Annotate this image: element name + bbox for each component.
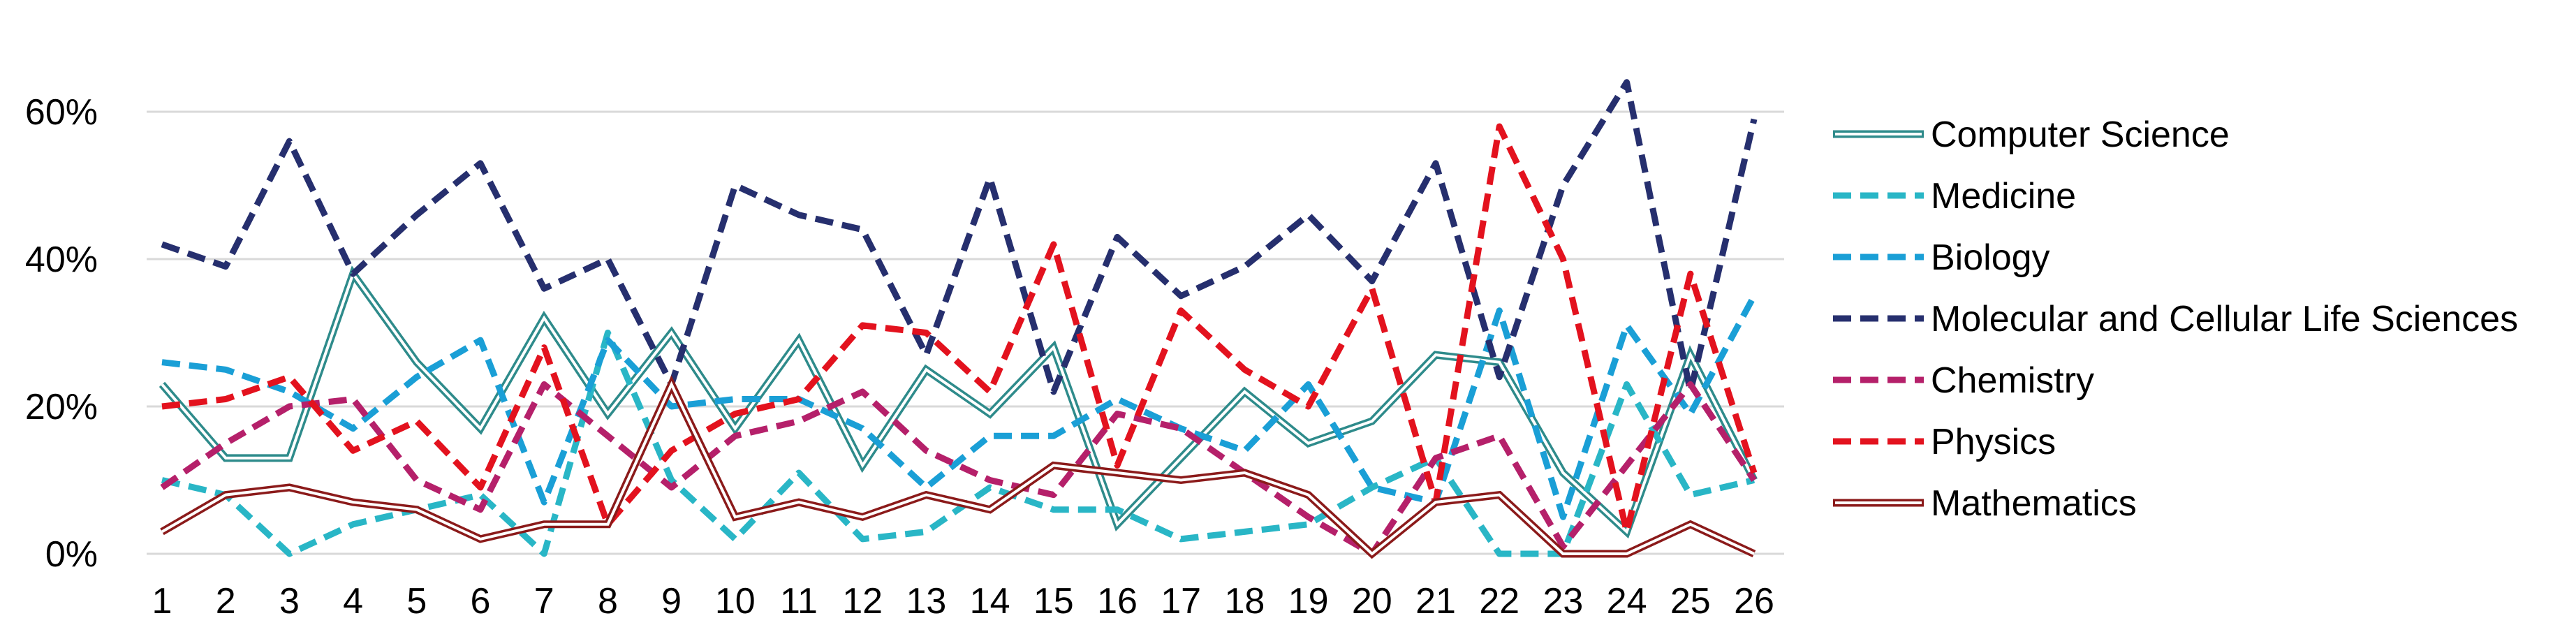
legend-label: Biology: [1931, 237, 2050, 278]
x-tick-label: 23: [1543, 581, 1583, 622]
x-tick-label: 26: [1734, 581, 1774, 622]
series-line-path: [161, 330, 1756, 557]
x-tick-label: 10: [715, 581, 756, 622]
series-line-path: [161, 79, 1758, 395]
x-tick-label: 24: [1607, 581, 1647, 622]
x-tick-label: 14: [970, 581, 1010, 622]
x-tick-label: 15: [1033, 581, 1074, 622]
x-axis: 1 2 3 4 5 6 7 8 9 10 11 12 13 14 15 16 17 18 19 20 21 22 23 24 2…: [152, 581, 1774, 622]
x-tick-label: 25: [1670, 581, 1711, 622]
legend-item: Medicine: [1833, 176, 2076, 216]
x-tick-label: 5: [406, 581, 427, 622]
legend-item: Computer Science: [1833, 115, 2230, 155]
legend-item: Chemistry: [1833, 360, 2094, 401]
series-line: [159, 265, 1758, 539]
legend: Computer Science Medicine Biology Molecular…: [1833, 115, 2518, 524]
series-line-outer: [159, 265, 1758, 539]
legend-label: Computer Science: [1931, 115, 2230, 155]
legend-item: Physics: [1833, 422, 2056, 462]
x-tick-label: 11: [780, 581, 818, 622]
plot-area: [159, 79, 1758, 559]
series-line: [161, 123, 1758, 535]
series-line-path: [160, 381, 1757, 557]
y-tick-label: 60%: [25, 92, 98, 133]
legend-label: Molecular and Cellular Life Sciences: [1931, 299, 2518, 339]
x-tick-label: 21: [1415, 581, 1456, 622]
y-axis: 0% 20% 40% 60%: [25, 92, 98, 575]
x-tick-label: 22: [1479, 581, 1519, 622]
legend-label: Physics: [1931, 422, 2056, 462]
legend-item: Mathematics: [1833, 483, 2137, 524]
series-line: [161, 79, 1758, 395]
y-tick-label: 0%: [45, 534, 98, 575]
series-line-path: [161, 123, 1758, 535]
x-tick-label: 13: [906, 581, 946, 622]
y-tick-label: 20%: [25, 387, 98, 427]
x-tick-label: 20: [1352, 581, 1392, 622]
series-line-inner: [161, 381, 1755, 556]
legend-label: Chemistry: [1931, 360, 2094, 401]
x-tick-label: 6: [471, 581, 491, 622]
legend-label: Mathematics: [1931, 483, 2137, 524]
x-tick-label: 7: [534, 581, 554, 622]
series-line: [160, 381, 1757, 557]
x-tick-label: 12: [842, 581, 883, 622]
legend-label: Medicine: [1931, 176, 2076, 216]
y-tick-label: 40%: [25, 240, 98, 280]
x-tick-label: 3: [279, 581, 300, 622]
series-line: [161, 330, 1756, 557]
x-tick-label: 2: [216, 581, 236, 622]
legend-item: Molecular and Cellular Life Sciences: [1833, 299, 2518, 339]
x-tick-label: 17: [1161, 581, 1201, 622]
series-line-inner: [161, 270, 1756, 534]
x-tick-label: 19: [1288, 581, 1329, 622]
x-tick-label: 1: [152, 581, 172, 622]
series-line: [160, 375, 1756, 559]
x-tick-label: 9: [661, 581, 682, 622]
x-tick-label: 16: [1097, 581, 1138, 622]
x-tick-label: 8: [598, 581, 618, 622]
x-tick-label: 4: [343, 581, 363, 622]
legend-item: Biology: [1833, 237, 2050, 278]
x-tick-label: 18: [1224, 581, 1265, 622]
